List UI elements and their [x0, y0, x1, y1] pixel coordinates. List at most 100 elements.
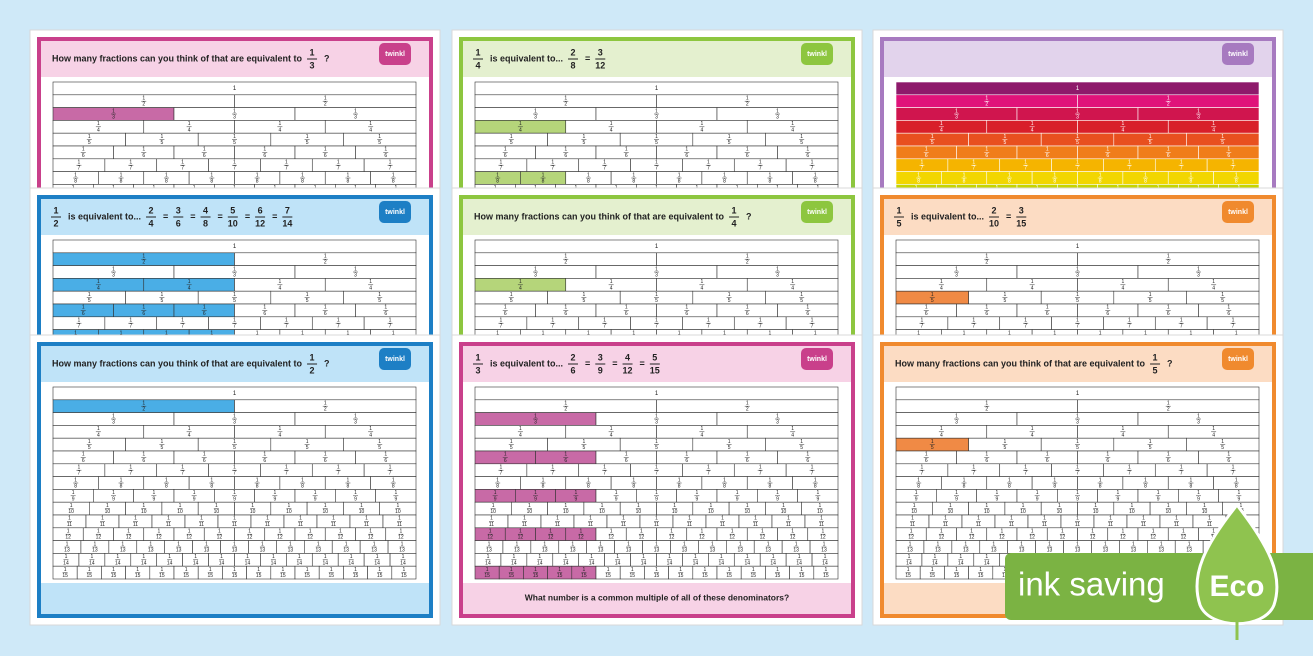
cell-denominator: 9: [354, 496, 357, 502]
cell-numerator: 1: [814, 477, 817, 483]
cell-numerator: 1: [1232, 160, 1235, 166]
header-numerator: 2: [149, 205, 154, 215]
cell-denominator: 7: [1232, 166, 1235, 172]
cell-denominator: 7: [389, 166, 392, 172]
cell-denominator: 7: [1128, 324, 1131, 330]
cell-denominator: 4: [610, 285, 613, 291]
cell-denominator: 5: [88, 298, 91, 304]
cell-denominator: 15: [353, 573, 359, 579]
cell-denominator: 3: [1076, 273, 1079, 279]
cell-numerator: 1: [685, 147, 688, 153]
cell-denominator: 15: [605, 573, 611, 579]
cell-numerator: 1: [324, 503, 327, 509]
cell-numerator: 1: [1167, 305, 1170, 311]
cell-denominator: 7: [337, 471, 340, 477]
cell-denominator: 6: [685, 311, 688, 317]
cell-denominator: 11: [1141, 522, 1146, 528]
cell-denominator: 10: [1202, 509, 1208, 515]
cell-numerator: 1: [655, 567, 658, 573]
cell-denominator: 15: [377, 573, 383, 579]
cell-denominator: 13: [963, 548, 969, 554]
cell-denominator: 7: [181, 324, 184, 330]
cell-numerator: 1: [955, 108, 958, 114]
cell-denominator: 6: [985, 153, 988, 159]
cell-numerator: 1: [97, 529, 100, 535]
cell-numerator: 1: [694, 554, 697, 560]
cell-numerator: 1: [940, 279, 943, 285]
cell-numerator: 1: [728, 292, 731, 298]
cell-numerator: 1: [1031, 529, 1034, 535]
cell-denominator: 13: [148, 548, 154, 554]
cell-numerator: 1: [376, 554, 379, 560]
cell-denominator: 8: [392, 484, 395, 490]
cell-denominator: 2: [1167, 102, 1170, 108]
cell-denominator: 7: [972, 324, 975, 330]
cell-numerator: 1: [534, 413, 537, 419]
cell-denominator: 7: [181, 166, 184, 172]
cell-denominator: 11: [364, 522, 369, 528]
cell-numerator: 1: [776, 266, 779, 272]
header-denominator: 2: [310, 365, 315, 375]
cell-numerator: 1: [1157, 490, 1160, 496]
cell-denominator: 14: [641, 560, 647, 566]
cell-denominator: 13: [1047, 548, 1053, 554]
cell-denominator: 8: [542, 179, 545, 185]
cell-numerator: 1: [392, 477, 395, 483]
cell-denominator: 4: [97, 432, 100, 438]
cell-numerator: 1: [1167, 96, 1170, 102]
cell-numerator: 1: [787, 516, 790, 522]
cell-denominator: 6: [1227, 311, 1230, 317]
cell-numerator: 1: [66, 541, 69, 547]
cell-numerator: 1: [587, 172, 590, 178]
cell-numerator: 1: [1212, 279, 1215, 285]
cell-denominator: 8: [1144, 484, 1147, 490]
cell-numerator: 1: [655, 413, 658, 419]
cell-denominator: 3: [354, 115, 357, 121]
cell-numerator: 1: [806, 452, 809, 458]
cell-numerator: 1: [673, 503, 676, 509]
cell-numerator: 1: [1008, 477, 1011, 483]
cell-numerator: 1: [979, 567, 982, 573]
cell-numerator: 1: [78, 160, 81, 166]
cell-denominator: 7: [551, 324, 554, 330]
logo: twinkl: [1228, 209, 1248, 216]
cell-numerator: 1: [655, 465, 658, 471]
cell-denominator: 5: [655, 298, 658, 304]
cell-denominator: 8: [542, 484, 545, 490]
cell-numerator: 1: [193, 490, 196, 496]
cell-denominator: 15: [954, 573, 960, 579]
cell-denominator: 11: [166, 522, 171, 528]
cell-numerator: 1: [142, 452, 145, 458]
header-text: =: [1006, 211, 1011, 221]
cell-denominator: 3: [655, 115, 658, 121]
cell-denominator: 8: [1099, 179, 1102, 185]
cell-denominator: 5: [1004, 445, 1007, 451]
cell-numerator: 1: [82, 452, 85, 458]
cell-denominator: 15: [62, 573, 68, 579]
cell-denominator: 3: [534, 273, 537, 279]
cell-denominator: 2: [324, 407, 327, 413]
cell-numerator: 1: [1237, 490, 1240, 496]
cell-denominator: 7: [285, 324, 288, 330]
cell-denominator: 4: [519, 432, 522, 438]
cell-denominator: 7: [1128, 166, 1131, 172]
cell-denominator: 13: [793, 548, 799, 554]
cell-numerator: 1: [972, 465, 975, 471]
footer-band: [41, 583, 429, 614]
cell-denominator: 7: [1076, 324, 1079, 330]
header-numerator: 1: [896, 205, 901, 215]
header-text: =: [640, 358, 645, 368]
cell-numerator: 1: [70, 503, 73, 509]
cell-numerator: 1: [655, 541, 658, 547]
cell-denominator: 12: [156, 535, 162, 541]
cell-denominator: 14: [615, 560, 621, 566]
cell-denominator: 5: [306, 445, 309, 451]
cell-numerator: 1: [233, 108, 236, 114]
cell-denominator: 7: [1232, 324, 1235, 330]
cell-numerator: 1: [218, 529, 221, 535]
cell-denominator: 3: [1197, 273, 1200, 279]
cell-numerator: 1: [599, 541, 602, 547]
cell-denominator: 6: [746, 458, 749, 464]
cell-denominator: 9: [915, 496, 918, 502]
cell-numerator: 1: [685, 452, 688, 458]
